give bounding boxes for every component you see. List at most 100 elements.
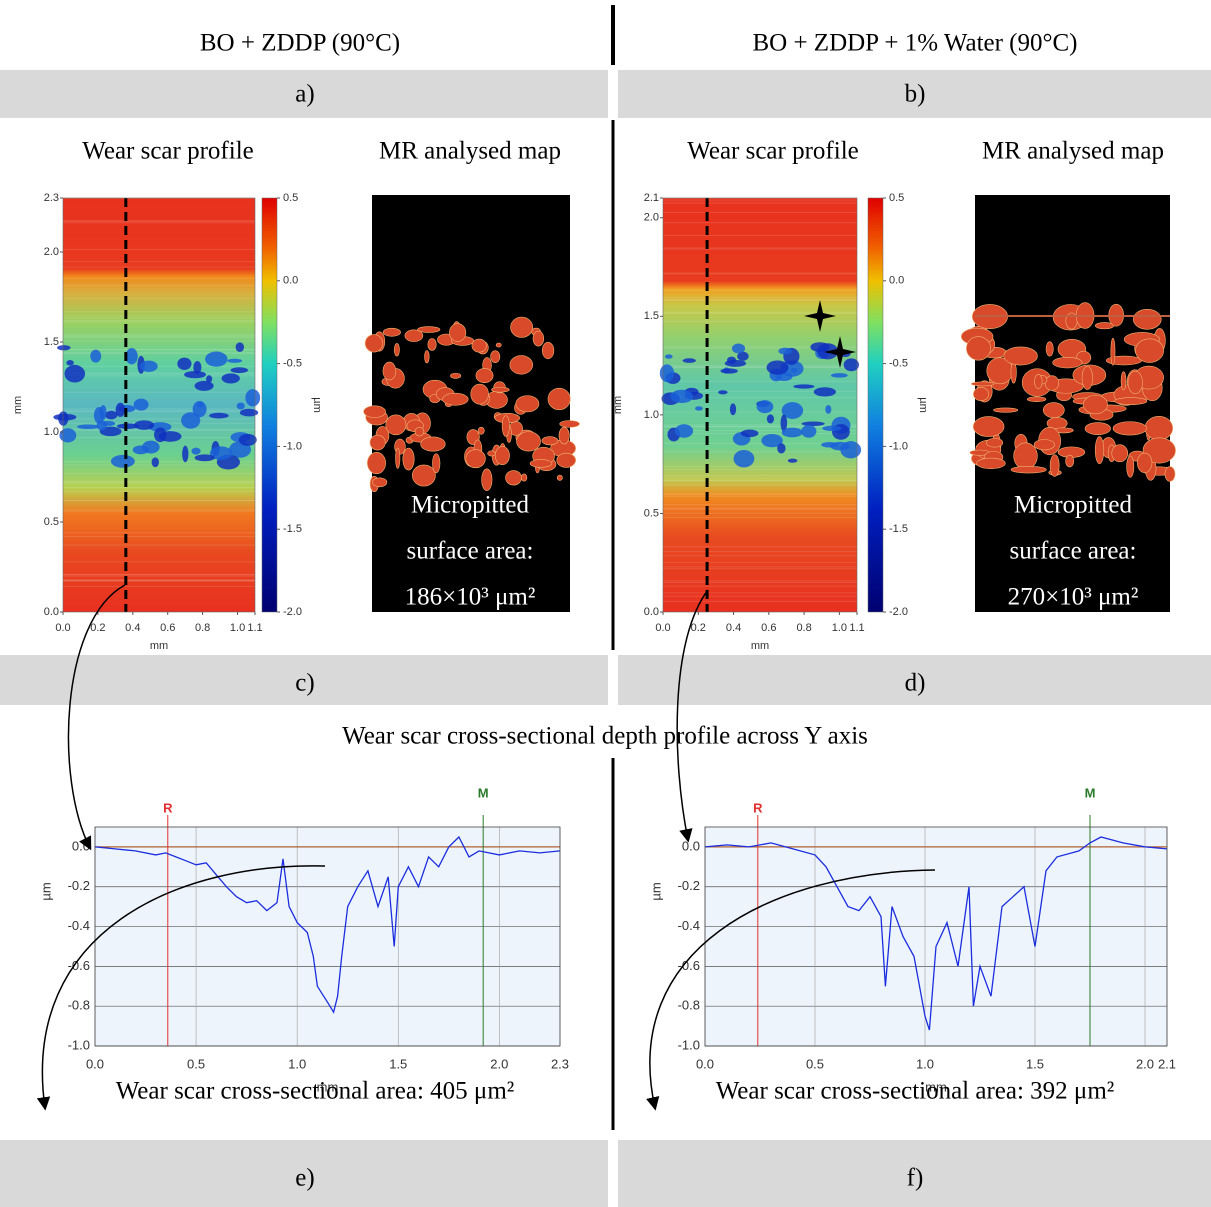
pit (780, 414, 788, 432)
title-backdrop (290, 718, 930, 758)
surface-texture (663, 397, 857, 399)
area-caption: Wear scar cross-sectional area: 392 μm² (716, 1078, 1115, 1105)
pit (682, 358, 696, 363)
pit (781, 402, 804, 419)
map-annotation: 186×10³ μm² (405, 584, 536, 611)
micropit (556, 452, 577, 468)
micropit (516, 431, 541, 452)
micropit (521, 473, 528, 482)
micropit (369, 434, 386, 451)
surface-texture (663, 426, 857, 428)
surface-texture (63, 408, 255, 410)
surface-texture (63, 473, 255, 475)
surface-texture (63, 248, 255, 250)
surface-texture (63, 317, 255, 319)
surface-texture (663, 496, 857, 498)
y-tick-label: 2.3 (44, 192, 59, 204)
micropit (470, 383, 489, 405)
colorbar-tick-label: 0.5 (283, 192, 298, 204)
micropit (442, 392, 469, 406)
surface-texture (663, 551, 857, 553)
micropit (487, 450, 496, 457)
surface-texture (663, 433, 857, 435)
surface-texture (663, 595, 857, 597)
surface-texture (663, 380, 857, 382)
chart-title: Wear scar profile (687, 138, 859, 165)
colorbar-tick-label: -2.0 (889, 606, 908, 618)
micropit (427, 338, 437, 351)
surface-texture (663, 508, 857, 510)
column-header: BO + ZDDP + 1% Water (90°C) (752, 30, 1077, 57)
panel-label: c) (295, 670, 314, 697)
cursor-label: R (163, 800, 173, 815)
surface-texture (63, 340, 255, 342)
pit (53, 413, 77, 421)
surface-texture (63, 579, 255, 581)
surface-texture (63, 285, 255, 287)
pit (93, 407, 105, 424)
surface-texture (63, 491, 255, 493)
surface-texture (663, 443, 857, 445)
star (804, 300, 836, 332)
micropit (993, 407, 1019, 413)
micropit (532, 330, 545, 347)
x-tick-label: 2.0 (490, 1056, 508, 1071)
y-tick-label: 1.5 (644, 310, 659, 322)
surface-texture (63, 481, 255, 483)
micropit (966, 336, 991, 361)
surface-texture (63, 198, 255, 200)
arrow (67, 584, 126, 851)
surface-texture (663, 366, 857, 368)
micropit (1044, 375, 1060, 391)
surface-texture (663, 299, 857, 301)
surface-texture (63, 220, 255, 222)
surface-texture (63, 220, 255, 222)
micropit (382, 327, 401, 337)
pit (670, 389, 694, 404)
x-axis-label: mm (751, 640, 769, 652)
pit (221, 373, 240, 384)
surface-texture (63, 349, 255, 351)
pit (115, 402, 126, 417)
pit (843, 358, 859, 372)
plot-frame (62, 197, 256, 613)
y-tick-label: -0.4 (68, 918, 90, 933)
profile-line (704, 836, 1168, 1031)
micropit (1013, 442, 1038, 470)
micropit (1033, 439, 1055, 451)
pit (718, 390, 728, 395)
surface-texture (663, 516, 857, 518)
surface-texture (663, 299, 857, 301)
micropit (494, 446, 510, 466)
surface-texture (63, 411, 255, 413)
surface-texture (663, 200, 857, 202)
x-axis-label: mm (317, 1079, 339, 1094)
y-tick-label: -0.4 (678, 918, 700, 933)
surface-texture (663, 480, 857, 482)
surface-texture (663, 426, 857, 428)
y-tick-label: 0.5 (44, 516, 59, 528)
y-tick-label: 1.5 (44, 336, 59, 348)
micropit (395, 447, 401, 469)
pit (116, 423, 139, 430)
surface-texture (63, 315, 255, 317)
y-tick-label: -0.8 (678, 998, 700, 1013)
surface-texture (663, 222, 857, 224)
plot-area (95, 827, 560, 1046)
map-annotation: 270×10³ μm² (1008, 584, 1139, 611)
pit (64, 364, 86, 383)
x-tick-label: 0.6 (160, 622, 175, 634)
y-tick-label: -0.2 (68, 878, 90, 893)
micropit (1132, 308, 1162, 330)
map-annotation: surface area: (1010, 538, 1137, 565)
micropit (509, 355, 533, 375)
y-axis-label: µm (648, 882, 663, 900)
section-title: Wear scar cross-sectional depth profile … (342, 723, 868, 750)
pit (194, 454, 215, 462)
micropit (986, 437, 1004, 448)
surface-texture (63, 509, 255, 511)
surface-texture (663, 451, 857, 453)
surface-texture (63, 372, 255, 374)
pit (778, 347, 792, 355)
panel-label: b) (905, 81, 926, 108)
